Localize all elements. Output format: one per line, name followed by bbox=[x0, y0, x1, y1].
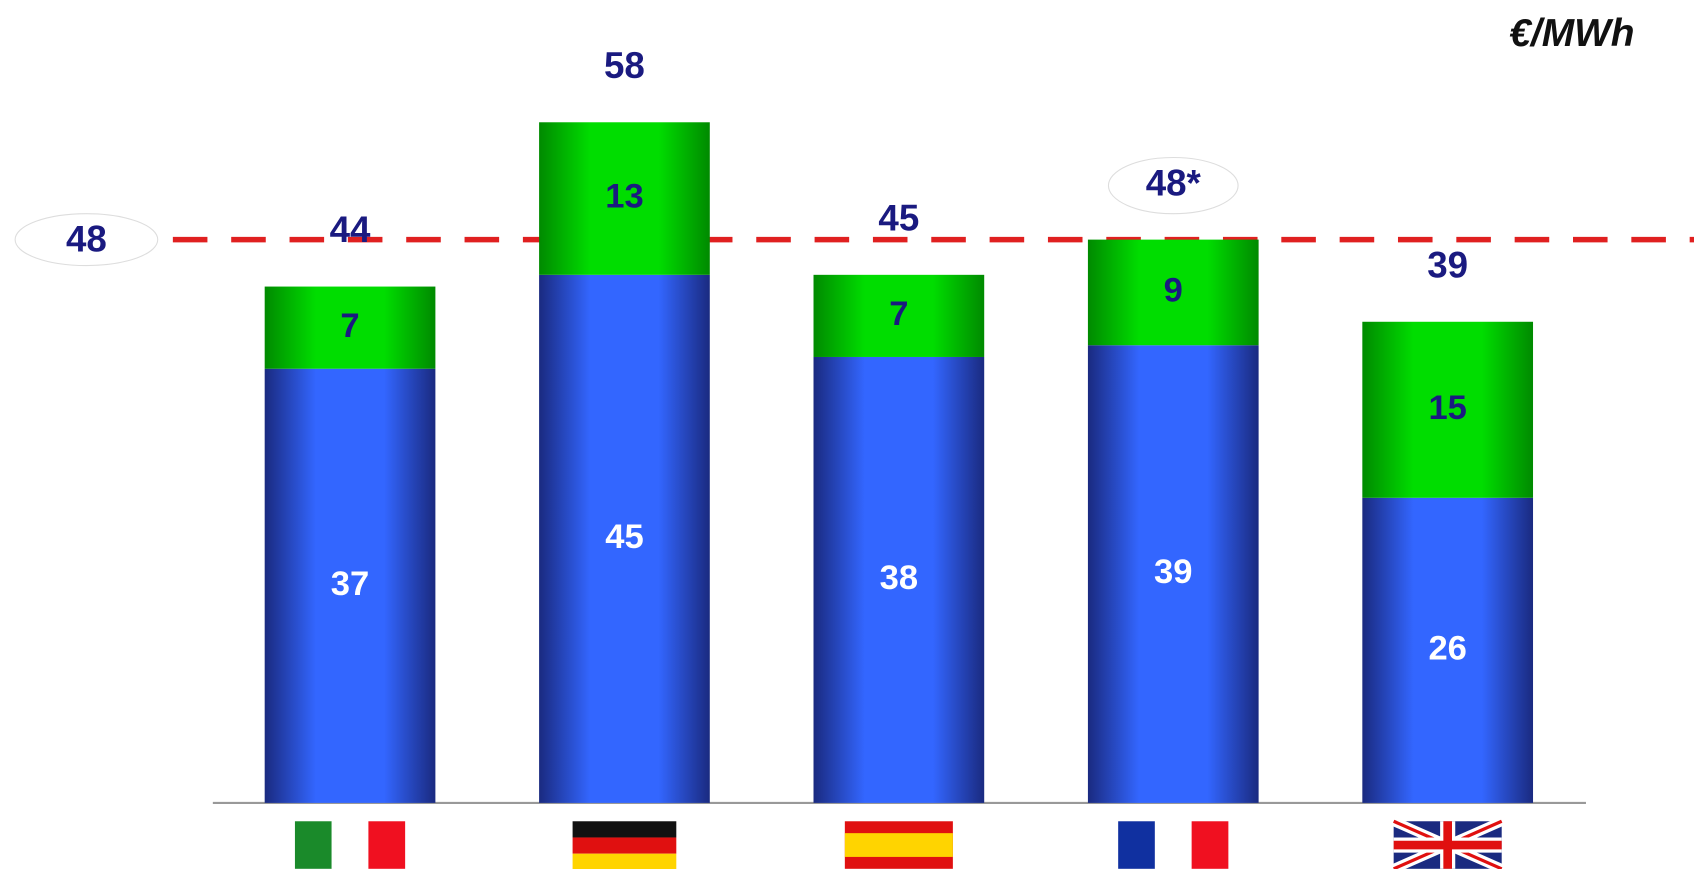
bar-segment bbox=[1087, 345, 1259, 803]
bar-segment bbox=[1087, 239, 1259, 346]
segment-label: 7 bbox=[340, 307, 359, 345]
flag bbox=[1118, 821, 1229, 869]
bar-segment bbox=[813, 356, 985, 803]
flag-stripe bbox=[572, 821, 677, 838]
bar-segment bbox=[1362, 497, 1534, 803]
segment-label: 9 bbox=[1164, 272, 1183, 310]
flag-stripe bbox=[572, 837, 677, 854]
flag-cross bbox=[1393, 821, 1502, 869]
flag-stripe bbox=[1154, 821, 1192, 869]
bar-segment bbox=[1362, 321, 1534, 498]
segment-label: 45 bbox=[605, 518, 643, 556]
total-label: 45 bbox=[878, 198, 919, 239]
flag-stripe bbox=[1191, 821, 1229, 869]
segment-label: 39 bbox=[1154, 553, 1192, 591]
flag bbox=[844, 821, 953, 869]
reference-badge bbox=[14, 213, 159, 267]
flag-stripe bbox=[1118, 821, 1155, 869]
flag-stripe bbox=[368, 821, 406, 869]
flag bbox=[1391, 816, 1504, 869]
segment-label: 7 bbox=[889, 295, 908, 333]
total-label: 44 bbox=[330, 209, 371, 250]
flag-stripe bbox=[331, 821, 369, 869]
flag-stripe bbox=[572, 853, 677, 869]
total-label: 48* bbox=[1146, 162, 1202, 203]
unit-label: €/MWh bbox=[1509, 12, 1634, 55]
total-badge bbox=[1107, 156, 1239, 215]
flag bbox=[294, 821, 406, 869]
segment-label: 15 bbox=[1428, 389, 1466, 427]
segment-label: 37 bbox=[331, 565, 369, 603]
bar-segment bbox=[264, 368, 436, 803]
segment-label: 38 bbox=[880, 559, 918, 597]
segment-label: 13 bbox=[605, 178, 643, 216]
total-label: 39 bbox=[1427, 244, 1468, 285]
total-label: 58 bbox=[604, 45, 645, 86]
flag-stripe bbox=[844, 833, 953, 857]
bar-segment bbox=[813, 274, 985, 357]
segment-label: 26 bbox=[1428, 629, 1466, 667]
bar-segment bbox=[264, 286, 436, 369]
flag bbox=[572, 821, 677, 869]
flag-stripe bbox=[294, 821, 332, 869]
bar-segment bbox=[539, 122, 710, 275]
reference-label: 48 bbox=[66, 218, 107, 259]
bar-segment bbox=[539, 274, 710, 803]
